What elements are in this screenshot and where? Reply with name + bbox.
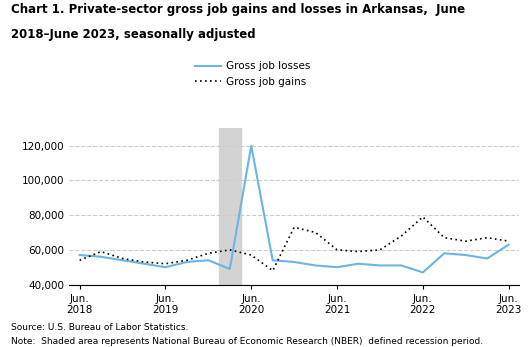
Gross job losses	[420, 270, 426, 274]
Gross job gains	[334, 248, 340, 252]
Gross job gains	[463, 239, 469, 243]
Gross job gains	[312, 230, 319, 235]
Gross job losses	[312, 263, 319, 268]
Gross job losses	[248, 144, 254, 148]
Gross job losses	[334, 265, 340, 269]
Gross job gains	[162, 262, 169, 266]
Gross job losses	[270, 258, 276, 262]
Gross job losses	[484, 256, 490, 261]
Gross job losses	[76, 253, 83, 257]
Gross job losses	[162, 265, 169, 269]
Gross job losses	[355, 262, 361, 266]
Gross job gains	[377, 248, 383, 252]
Gross job gains	[119, 256, 126, 261]
Text: Source: U.S. Bureau of Labor Statistics.: Source: U.S. Bureau of Labor Statistics.	[11, 323, 188, 332]
Gross job gains	[184, 258, 190, 262]
Line: Gross job gains: Gross job gains	[80, 217, 509, 271]
Gross job losses	[463, 253, 469, 257]
Text: Chart 1. Private-sector gross job gains and losses in Arkansas,  June: Chart 1. Private-sector gross job gains …	[11, 3, 465, 16]
Gross job losses	[506, 243, 512, 247]
Gross job losses	[291, 260, 297, 264]
Text: 2018–June 2023, seasonally adjusted: 2018–June 2023, seasonally adjusted	[11, 28, 255, 41]
Gross job gains	[355, 249, 361, 254]
Gross job gains	[76, 258, 83, 262]
Gross job gains	[291, 225, 297, 229]
Text: Note:  Shaded area represents National Bureau of Economic Research (NBER)  defin: Note: Shaded area represents National Bu…	[11, 337, 483, 346]
Gross job gains	[227, 248, 233, 252]
Gross job gains	[141, 260, 147, 264]
Gross job losses	[398, 263, 404, 268]
Bar	[219, 128, 241, 285]
Gross job losses	[205, 258, 211, 262]
Gross job gains	[441, 236, 447, 240]
Gross job losses	[441, 251, 447, 255]
Gross job losses	[227, 267, 233, 271]
Gross job gains	[398, 234, 404, 238]
Gross job losses	[184, 260, 190, 264]
Gross job gains	[484, 236, 490, 240]
Gross job losses	[119, 258, 126, 262]
Gross job gains	[506, 239, 512, 243]
Gross job gains	[420, 215, 426, 219]
Gross job gains	[270, 269, 276, 273]
Gross job gains	[248, 253, 254, 257]
Line: Gross job losses: Gross job losses	[80, 146, 509, 272]
Gross job gains	[205, 251, 211, 255]
Gross job gains	[98, 249, 104, 254]
Legend: Gross job losses, Gross job gains: Gross job losses, Gross job gains	[191, 57, 315, 91]
Gross job losses	[141, 262, 147, 266]
Gross job losses	[377, 263, 383, 268]
Gross job losses	[98, 255, 104, 259]
